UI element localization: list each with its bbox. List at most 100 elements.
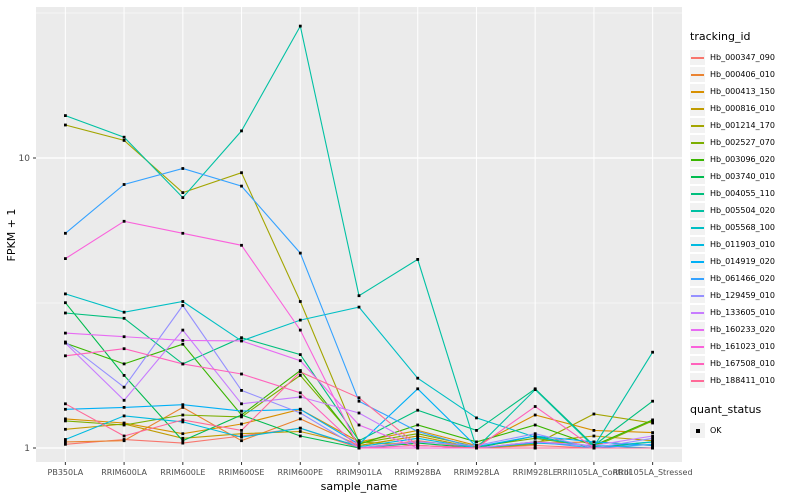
x-tick-label: RRIM928BA [394, 468, 441, 477]
legend-label: Hb_000816_010 [710, 104, 775, 113]
data-point [651, 446, 654, 450]
x-tick-label: PB350LA [48, 468, 84, 477]
legend-color-line [691, 346, 704, 348]
data-point [181, 191, 185, 194]
data-point [64, 292, 67, 296]
legend-label: Hb_000413_150 [710, 87, 775, 96]
legend-label: Hb_129459_010 [710, 291, 775, 300]
data-point [298, 417, 302, 421]
data-point [298, 353, 302, 356]
x-axis-title: sample_name [321, 480, 398, 493]
data-point [416, 432, 420, 436]
data-point [298, 430, 302, 433]
legend-color-line [691, 227, 704, 229]
data-point [651, 434, 654, 438]
legend-label: OK [710, 426, 722, 435]
legend-label: Hb_003096_020 [710, 155, 775, 164]
legend: tracking_id Hb_000347_090 Hb_000406_010 Hb… [690, 30, 798, 439]
legend-item-Hb_160233_020: Hb_160233_020 [690, 321, 798, 338]
data-point [64, 419, 67, 423]
legend-item-quant-OK: OK [690, 422, 798, 439]
x-tick-label: RRIM600LE [160, 468, 205, 477]
x-tick-label: RRIM928LE [513, 468, 558, 477]
data-point [298, 318, 302, 322]
data-point [64, 231, 67, 235]
data-point [122, 316, 126, 320]
legend-title-tracking-id: tracking_id [690, 30, 751, 43]
data-point [475, 446, 478, 450]
data-point [592, 412, 596, 416]
data-point [181, 432, 185, 436]
data-point [357, 396, 361, 400]
legend-key [690, 152, 705, 167]
data-point [533, 388, 537, 391]
data-point [122, 335, 126, 339]
data-point [181, 342, 185, 346]
legend-key [690, 220, 705, 235]
legend-color-line [691, 210, 704, 212]
legend-key [690, 356, 705, 371]
legend-item-Hb_000413_150: Hb_000413_150 [690, 83, 798, 100]
data-point [240, 129, 243, 133]
legend-color-line [691, 312, 704, 314]
legend-color-line [691, 159, 704, 161]
data-point [64, 440, 67, 444]
data-point [64, 331, 67, 335]
legend-color-line [691, 176, 704, 178]
data-point [357, 446, 361, 450]
legend-item-Hb_002527_070: Hb_002527_070 [690, 134, 798, 151]
legend-label: Hb_161023_010 [710, 342, 775, 351]
data-point [416, 258, 420, 261]
data-point [651, 431, 654, 434]
data-point [240, 372, 243, 376]
legend-color-line [691, 261, 704, 263]
legend-label: Hb_002527_070 [710, 138, 775, 147]
data-point [416, 434, 420, 438]
data-point [181, 441, 185, 445]
data-point [298, 407, 302, 411]
legend-label: Hb_003740_010 [710, 172, 775, 181]
data-point [533, 413, 537, 417]
data-point [416, 436, 420, 440]
data-point [475, 416, 478, 420]
legend-key [690, 271, 705, 286]
data-point [533, 423, 537, 427]
x-tick-label: RRIM928LA [454, 468, 500, 477]
data-point [122, 135, 126, 139]
data-point [122, 347, 126, 351]
data-point [240, 439, 243, 443]
data-point [592, 446, 596, 450]
legend-item-Hb_011903_010: Hb_011903_010 [690, 236, 798, 253]
data-point [181, 300, 185, 303]
data-point [64, 311, 67, 315]
data-point [416, 446, 420, 450]
data-point [651, 399, 654, 403]
legend-item-Hb_129459_010: Hb_129459_010 [690, 287, 798, 304]
data-point [240, 409, 243, 413]
legend-item-Hb_005568_100: Hb_005568_100 [690, 219, 798, 236]
legend-label: Hb_167508_010 [710, 359, 775, 368]
data-point [357, 294, 361, 298]
data-point [64, 438, 67, 441]
data-point [298, 359, 302, 363]
data-point [181, 328, 185, 332]
data-point [240, 336, 243, 340]
data-point [298, 426, 302, 430]
data-point [64, 427, 67, 431]
data-point [298, 370, 302, 374]
data-point [592, 440, 596, 444]
data-point [181, 436, 185, 440]
legend-item-Hb_003096_020: Hb_003096_020 [690, 151, 798, 168]
legend-label: Hb_005504_020 [710, 206, 775, 215]
data-point [122, 406, 126, 409]
legend-key [690, 339, 705, 354]
legend-key [690, 203, 705, 218]
legend-label: Hb_000406_010 [710, 70, 775, 79]
legend-label: Hb_011903_010 [710, 240, 775, 249]
data-point [592, 429, 596, 432]
data-point [240, 243, 243, 247]
legend-color-line [691, 193, 704, 195]
legend-key [690, 135, 705, 150]
data-point [416, 376, 420, 380]
